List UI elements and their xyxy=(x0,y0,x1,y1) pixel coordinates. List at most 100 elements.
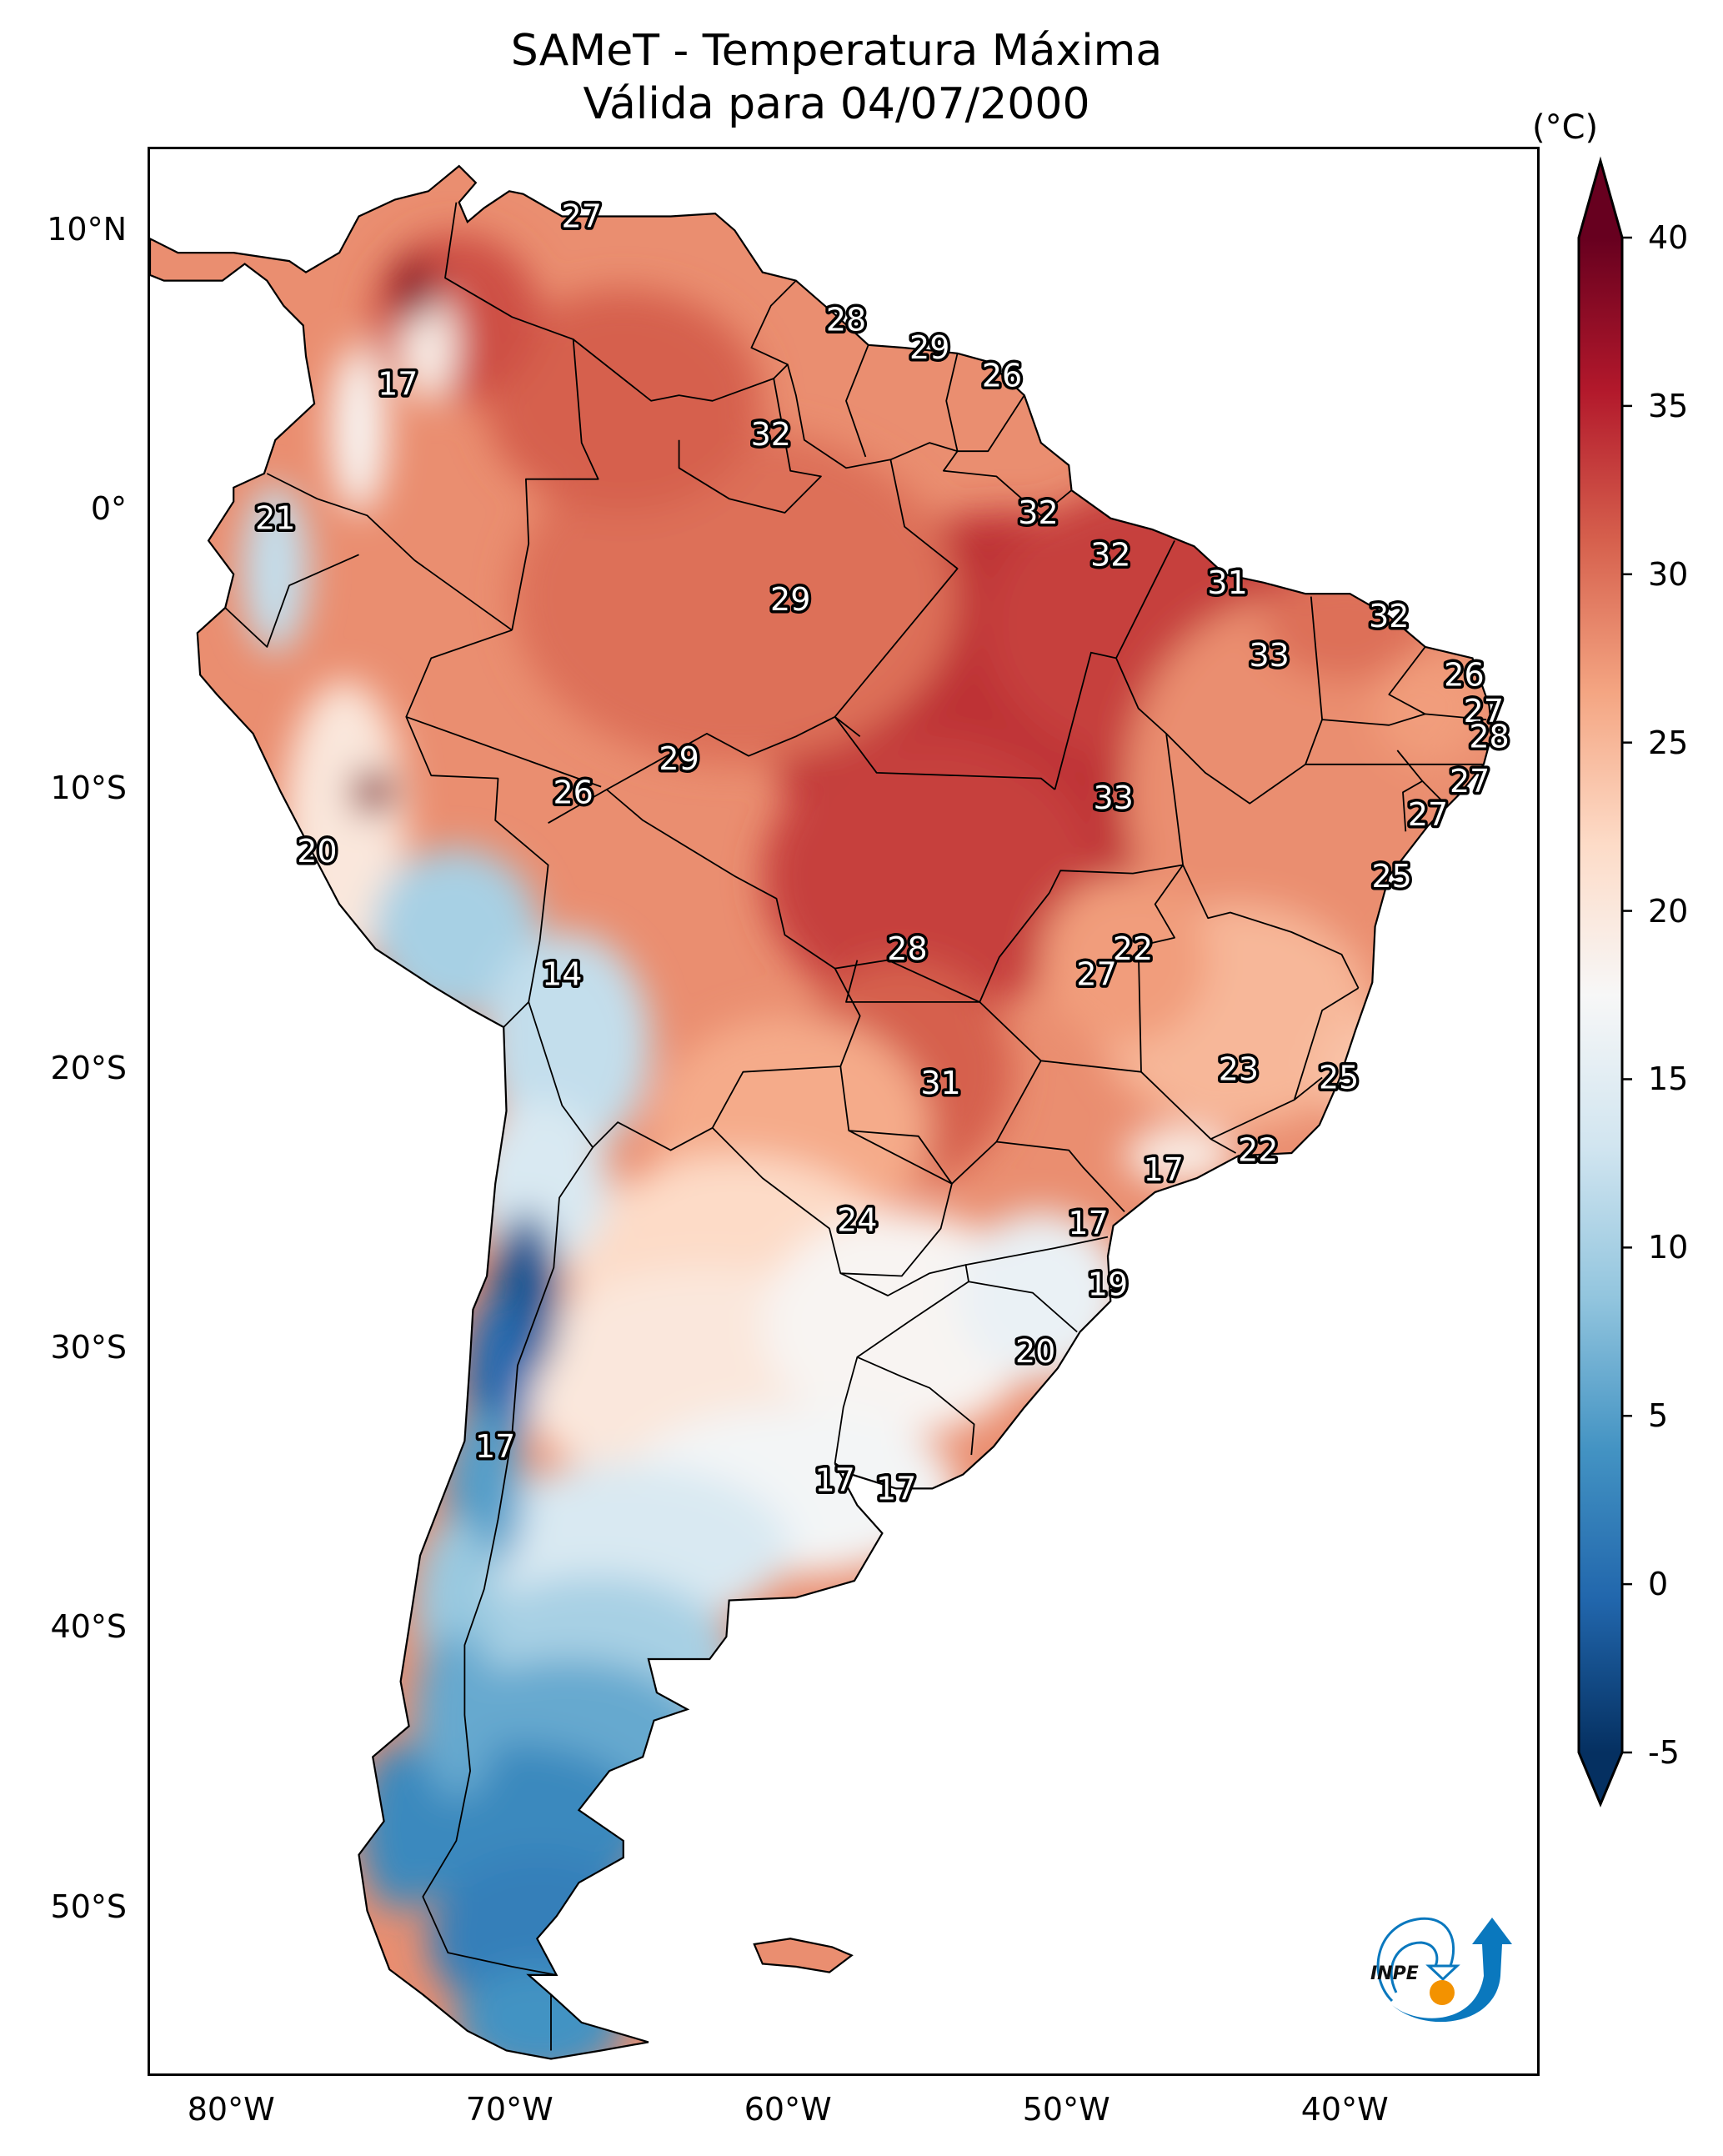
border-path xyxy=(444,202,599,630)
border-path xyxy=(965,1236,1109,1266)
border-path xyxy=(968,1281,1078,1333)
temperature-label: 26 xyxy=(982,358,1022,394)
coastline xyxy=(150,164,1494,2060)
temperature-blob xyxy=(456,1966,624,2059)
border-path xyxy=(405,715,602,788)
temperature-label: 21 xyxy=(255,500,295,537)
temperature-blob xyxy=(392,255,438,323)
temperature-label: 26 xyxy=(553,774,594,810)
chart-subtitle: Válida para 04/07/2000 xyxy=(583,79,1090,129)
temperature-blob xyxy=(1040,875,1209,1045)
colorbar-tick-label: -5 xyxy=(1648,1734,1680,1771)
border-path xyxy=(405,629,549,1028)
temperature-label: 29 xyxy=(659,740,699,777)
border-path xyxy=(834,959,980,1003)
temperature-label: 23 xyxy=(1219,1050,1259,1087)
temperature-label: 29 xyxy=(770,581,810,618)
temperature-label: 32 xyxy=(1090,536,1130,573)
border-path xyxy=(996,1141,1125,1213)
temperature-blob xyxy=(762,736,1097,1016)
border-path xyxy=(857,1356,975,1456)
border-path xyxy=(678,378,822,514)
temperature-label: 28 xyxy=(826,302,866,338)
logo-orbit-outer xyxy=(1376,1917,1455,2003)
colorbar-tick-label: 30 xyxy=(1648,555,1689,593)
colorbar xyxy=(1577,156,1632,1808)
temperature-label: 17 xyxy=(475,1428,515,1465)
temperature-label: 32 xyxy=(1369,598,1409,634)
border-path xyxy=(1293,987,1360,1101)
latitude-tick-label: 30°S xyxy=(50,1329,127,1366)
map-frame: 27 28 29 26 17 32 21 32 32 31 29 32 33 26 27 28 29 27 26 33… xyxy=(148,147,1540,2076)
land-temperature-field xyxy=(150,166,1492,2059)
temperature-label: 28 xyxy=(1469,718,1509,755)
logo-orbit-inner xyxy=(1390,1941,1439,1993)
temperature-label: 27 xyxy=(1408,796,1448,833)
longitude-tick-label: 50°W xyxy=(1022,2091,1110,2128)
colorbar-extend-min xyxy=(1579,1752,1622,1804)
border-path xyxy=(1388,646,1426,715)
temperature-blob xyxy=(512,429,958,765)
temperature-blob xyxy=(358,1742,443,1911)
border-path xyxy=(945,353,959,452)
border-path xyxy=(712,1065,953,1277)
border-path xyxy=(845,344,869,458)
temperature-label: 33 xyxy=(1093,780,1133,816)
border-path xyxy=(224,554,359,648)
temperature-label: 32 xyxy=(751,416,791,453)
colorbar-extend-max xyxy=(1579,161,1622,238)
temperature-blob xyxy=(242,484,309,653)
border-path xyxy=(834,716,1056,790)
border-path xyxy=(422,1146,594,1976)
temperature-label: 20 xyxy=(1015,1333,1055,1370)
border-path xyxy=(1402,780,1423,832)
colorbar-tick-label: 5 xyxy=(1648,1397,1669,1435)
temperature-label: 32 xyxy=(1018,494,1058,531)
temperature-blob xyxy=(414,1631,498,1799)
coastline-path xyxy=(150,164,1494,2060)
latitude-tick-label: 0° xyxy=(90,489,127,527)
latitude-tick-label: 40°S xyxy=(50,1608,127,1646)
latitude-tick-label: 20°S xyxy=(50,1049,127,1086)
temperature-blob xyxy=(1124,1127,1236,1184)
temperature-label: 17 xyxy=(1144,1151,1184,1188)
colorbar-tick-label: 15 xyxy=(1648,1060,1689,1098)
border-path xyxy=(943,450,1073,517)
colorbar-tick-label: 40 xyxy=(1648,219,1689,256)
temperature-blob xyxy=(483,932,652,1156)
temperature-label: 27 xyxy=(562,198,602,234)
temperature-label: 33 xyxy=(1250,637,1290,674)
temperature-label: 17 xyxy=(876,1470,916,1507)
temperature-label: 17 xyxy=(1068,1205,1108,1241)
temperature-label: 28 xyxy=(887,930,927,967)
colorbar-tick-label: 25 xyxy=(1648,724,1689,761)
temperature-blob xyxy=(350,770,395,815)
logo-swoosh-arrow-icon xyxy=(1392,1918,1512,2023)
border-path xyxy=(1048,651,1184,894)
longitude-tick-label: 60°W xyxy=(744,2091,832,2128)
colorbar-tick-label: 35 xyxy=(1648,387,1689,424)
temperature-blob xyxy=(1375,652,1487,765)
colorbar-tick-label: 20 xyxy=(1648,892,1689,930)
temperature-blob xyxy=(1124,596,1459,989)
temperature-label: 14 xyxy=(542,955,582,992)
country-borders xyxy=(224,202,1487,2051)
temperature-label: 31 xyxy=(920,1065,960,1101)
temperature-label: 17 xyxy=(378,366,418,403)
colorbar-tick-label: 0 xyxy=(1648,1566,1669,1603)
colorbar-tick-label: 10 xyxy=(1648,1229,1689,1266)
temperature-label: 19 xyxy=(1088,1266,1128,1303)
longitude-tick-label: 80°W xyxy=(187,2091,275,2128)
temperature-label: 17 xyxy=(814,1462,854,1498)
border-path xyxy=(1165,596,1323,805)
border-path xyxy=(834,459,959,718)
temperature-blob xyxy=(331,344,387,513)
temperature-label: 27 xyxy=(1450,763,1490,800)
logo-arrow-head-down xyxy=(1425,1964,1460,1982)
temperature-label: 27 xyxy=(1464,693,1504,730)
colorbar-unit-label: (°C) xyxy=(1532,108,1599,147)
temperature-label: 31 xyxy=(1207,564,1247,601)
logo-sun-icon xyxy=(1430,1980,1455,2005)
